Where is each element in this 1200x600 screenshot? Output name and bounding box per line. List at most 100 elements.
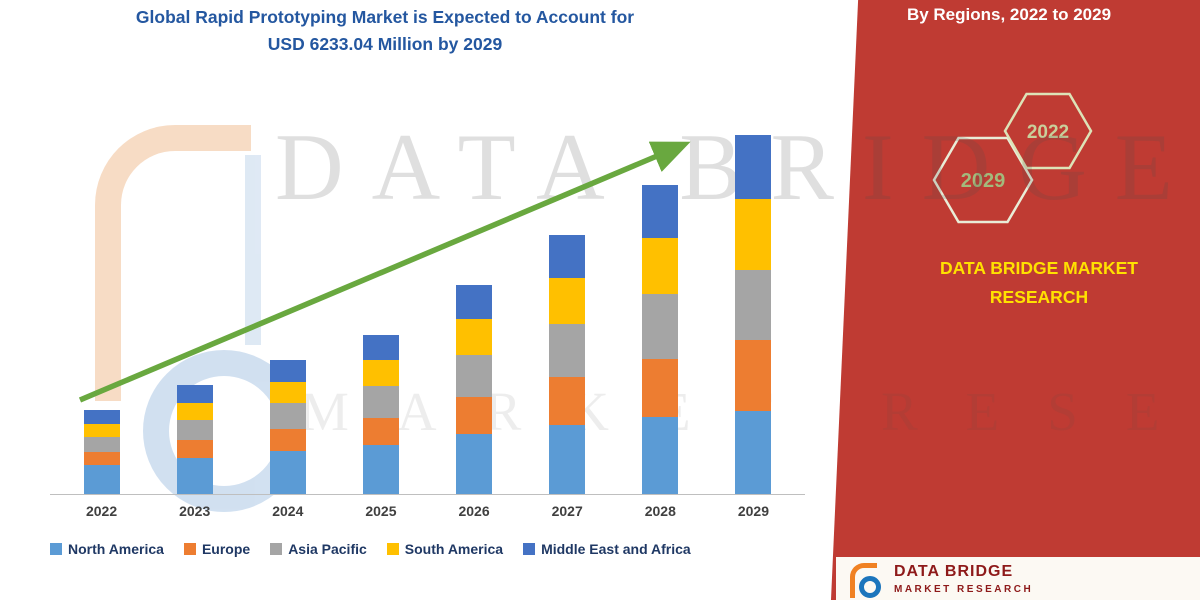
legend-swatch [386, 543, 399, 555]
legend-item-middle-east-and-africa: Middle East and Africa [523, 541, 691, 557]
panel-heading: By Regions, 2022 to 2029 [906, 5, 1112, 24]
bar-segment-south-america-2026 [456, 318, 493, 355]
hexagon-2022 [1003, 92, 1093, 170]
bar-segment-south-america-2027 [549, 278, 586, 325]
x-axis-line [50, 494, 805, 495]
legend-item-europe: Europe [183, 541, 251, 557]
bar-stack-2029 [735, 135, 772, 495]
page-title-line2: USD 6233.04 Million by 2029 [267, 34, 503, 55]
bar-stack-2027 [549, 235, 586, 495]
legend-swatch [523, 543, 536, 555]
bar-segment-north-america-2024 [269, 451, 306, 495]
bar-segment-south-america-2025 [362, 360, 399, 387]
legend-label: Middle East and Africa [541, 541, 691, 557]
legend-label: South America [404, 541, 504, 557]
bar-segment-middle-east-and-africa-2022 [83, 410, 120, 425]
legend-item-asia-pacific: Asia Pacific [270, 541, 367, 557]
legend-label: Asia Pacific [288, 541, 367, 557]
x-axis-labels: 2022 2023 2024 2025 2026 2027 2028 2029 [55, 503, 800, 519]
bar-segment-north-america-2026 [456, 433, 493, 495]
bar-segment-north-america-2028 [642, 417, 679, 495]
bar-group-2023 [148, 385, 241, 495]
legend-label: North America [68, 541, 164, 557]
x-label-2027: 2027 [551, 503, 583, 519]
bar-segment-asia-pacific-2022 [83, 436, 120, 452]
footer-logo: DATA BRIDGE MARKET RESEARCH [836, 557, 1200, 600]
brand-text-line2: RESEARCH [989, 286, 1089, 307]
bar-group-2022 [55, 410, 148, 495]
hexagon-2022-label: 2022 [1027, 122, 1069, 143]
bar-stack-2026 [456, 284, 493, 495]
bar-segment-europe-2028 [642, 358, 679, 417]
bar-segment-middle-east-and-africa-2023 [176, 385, 213, 404]
logo-stem [850, 563, 877, 598]
hexagon-2029 [932, 136, 1034, 224]
bar-segment-middle-east-and-africa-2026 [456, 284, 493, 319]
x-label-2024: 2024 [272, 503, 304, 519]
page-title: Global Rapid Prototyping Market is Expec… [35, 4, 735, 58]
brand-text: DATA BRIDGE MARKET RESEARCH [888, 254, 1190, 312]
side-panel: By Regions, 2022 to 2029 2029 2022 DATA … [830, 0, 1200, 600]
hexagon-2029-label: 2029 [961, 170, 1006, 192]
bar-stack-2028 [642, 184, 679, 495]
bar-segment-middle-east-and-africa-2024 [269, 359, 306, 382]
bar-stack-2022 [83, 410, 120, 495]
legend-swatch [183, 543, 196, 555]
hexagon-graphic: 2029 2022 [932, 92, 1093, 224]
legend-item-south-america: South America [386, 541, 504, 557]
bar-segment-north-america-2023 [176, 458, 213, 495]
bar-segment-europe-2026 [456, 396, 493, 434]
bar-segment-asia-pacific-2023 [176, 419, 213, 441]
page-title-line1: Global Rapid Prototyping Market is Expec… [135, 7, 635, 27]
bar-segment-middle-east-and-africa-2025 [362, 335, 399, 361]
x-label-2025: 2025 [365, 503, 397, 519]
x-label-2028: 2028 [644, 503, 676, 519]
bar-segment-middle-east-and-africa-2029 [735, 135, 772, 200]
bar-segment-europe-2027 [549, 377, 586, 425]
bar-segment-south-america-2022 [83, 424, 120, 437]
bar-segment-europe-2022 [83, 451, 120, 465]
footer-text: DATA BRIDGE MARKET RESEARCH [894, 563, 1033, 595]
x-label-2023: 2023 [179, 503, 211, 519]
bar-segment-south-america-2023 [176, 403, 213, 420]
bar-segment-south-america-2029 [735, 199, 772, 271]
bar-group-2026 [428, 284, 521, 495]
legend-label: Europe [201, 541, 251, 557]
bar-chart [55, 130, 800, 495]
x-label-2022: 2022 [85, 503, 118, 519]
bar-segment-asia-pacific-2027 [549, 324, 586, 378]
bar-segment-europe-2024 [269, 428, 306, 452]
logo-bowl [859, 576, 881, 598]
bar-group-2027 [521, 235, 614, 495]
bar-group-2024 [241, 359, 334, 495]
bar-stack-2023 [176, 385, 213, 495]
bar-segment-europe-2025 [362, 417, 399, 446]
bar-segment-asia-pacific-2028 [642, 294, 679, 359]
brand-text-line1: DATA BRIDGE MARKET [940, 258, 1138, 278]
bar-segment-europe-2029 [735, 339, 772, 412]
bar-segment-north-america-2029 [735, 411, 772, 495]
bar-segment-south-america-2028 [642, 238, 679, 295]
bar-segment-europe-2023 [176, 440, 213, 458]
legend-item-north-america: North America [50, 541, 164, 557]
bar-segment-north-america-2022 [83, 465, 120, 495]
bar-segment-asia-pacific-2026 [456, 354, 493, 397]
legend: North America Europe Asia Pacific South Ame… [50, 541, 691, 557]
footer-brand-name: DATA BRIDGE [894, 563, 1014, 580]
footer-brand-subname: MARKET RESEARCH [894, 584, 1034, 595]
legend-swatch [50, 543, 62, 555]
data-bridge-logo-icon [850, 563, 882, 599]
bar-group-2029 [707, 135, 800, 495]
bar-group-2025 [334, 335, 427, 495]
bar-stack-2024 [269, 359, 306, 495]
x-label-2029: 2029 [737, 503, 770, 519]
bar-segment-middle-east-and-africa-2028 [642, 184, 679, 239]
x-label-2026: 2026 [458, 503, 490, 519]
bar-group-2028 [614, 184, 707, 495]
bar-segment-north-america-2025 [362, 445, 399, 495]
bar-segment-asia-pacific-2024 [269, 403, 306, 429]
bar-segment-middle-east-and-africa-2027 [549, 235, 586, 279]
bar-segment-asia-pacific-2029 [735, 270, 772, 340]
bar-segment-south-america-2024 [269, 381, 306, 404]
